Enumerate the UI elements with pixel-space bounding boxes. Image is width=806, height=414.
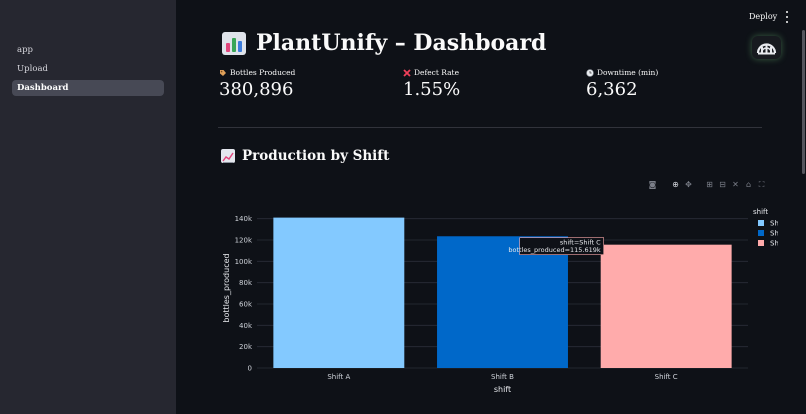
- cross-mark-icon: [403, 68, 411, 77]
- sidebar-item-upload[interactable]: Upload: [17, 64, 48, 74]
- y-axis-title: bottles_produced: [222, 253, 231, 322]
- camera-icon[interactable]: ◙: [648, 180, 657, 189]
- y-tick-label: 40k: [239, 322, 253, 330]
- plant-logo: [752, 36, 781, 59]
- sidebar: app Upload Dashboard: [0, 0, 176, 414]
- clock-icon: [586, 68, 594, 77]
- bar-chart-icon: [222, 32, 246, 55]
- metric-label: Bottles Produced: [230, 68, 296, 77]
- legend-swatch: [758, 240, 764, 246]
- legend-item: Shift C: [770, 240, 778, 248]
- metric-value: 1.55%: [403, 79, 461, 100]
- production-bar-chart: 0 20k 40k 60k 80k 100k 120k 140k Shift A Shift B S…: [222, 208, 778, 394]
- kebab-menu-icon[interactable]: [784, 11, 790, 23]
- metric-defect-rate: Defect Rate 1.55%: [403, 68, 460, 100]
- zoom-in-icon[interactable]: ⊞: [706, 180, 713, 189]
- scrollbar[interactable]: [802, 30, 805, 174]
- legend-swatch: [758, 230, 764, 236]
- reset-axes-icon[interactable]: ⌂: [745, 180, 752, 189]
- legend-title: shift: [753, 208, 768, 216]
- y-tick-label: 60k: [239, 301, 253, 309]
- metric-label: Defect Rate: [414, 68, 460, 77]
- pan-icon[interactable]: ✥: [685, 180, 692, 189]
- y-tick-label: 100k: [235, 258, 253, 266]
- x-tick-label: Shift C: [655, 373, 678, 381]
- x-axis-title: shift: [494, 385, 511, 394]
- x-tick-label: Shift A: [327, 373, 350, 381]
- sidebar-item-app[interactable]: app: [17, 45, 33, 55]
- hover-tooltip: [519, 237, 605, 255]
- bar-shift-c[interactable]: [600, 244, 732, 368]
- x-tick-label: Shift B: [491, 373, 514, 381]
- line-chart-icon: [221, 149, 235, 163]
- legend-swatch: [758, 220, 764, 226]
- section-title: Production by Shift: [242, 148, 390, 164]
- main-content: Deploy PlantUnify – Dashboard Bottles Pr…: [176, 0, 806, 414]
- fullscreen-icon[interactable]: ⛶: [758, 180, 765, 189]
- legend-item: Shift A: [770, 220, 778, 228]
- y-tick-label: 80k: [239, 279, 253, 287]
- zoom-icon[interactable]: ⊕: [672, 180, 679, 189]
- autoscale-icon[interactable]: ✕: [732, 180, 739, 189]
- divider: [218, 127, 762, 128]
- y-tick-label: 0: [248, 365, 252, 373]
- bar-shift-b[interactable]: [437, 236, 568, 368]
- tag-icon: [220, 69, 226, 76]
- chart-modebar: ◙ ⊕ ✥ ⊞ ⊟ ✕ ⌂ ⛶: [648, 180, 766, 190]
- legend-item: Shift B: [770, 230, 778, 238]
- metric-label: Downtime (min): [597, 68, 659, 77]
- sidebar-item-dashboard[interactable]: Dashboard: [12, 80, 164, 96]
- y-tick-label: 120k: [235, 237, 253, 245]
- deploy-button[interactable]: Deploy: [749, 12, 778, 21]
- page-title: PlantUnify – Dashboard: [256, 30, 547, 56]
- tooltip-line: bottles_produced=115.619k: [508, 246, 601, 254]
- metric-value: 6,362: [586, 79, 638, 100]
- metric-value: 380,896: [219, 79, 294, 100]
- bar-shift-a[interactable]: [273, 217, 405, 368]
- zoom-out-icon[interactable]: ⊟: [719, 180, 726, 189]
- y-tick-label: 140k: [235, 215, 253, 223]
- metric-bottles-produced: Bottles Produced 380,896: [219, 68, 295, 100]
- metric-downtime: Downtime (min) 6,362: [586, 68, 658, 100]
- y-tick-label: 20k: [239, 343, 253, 351]
- tooltip-line: shift=Shift C: [560, 239, 601, 247]
